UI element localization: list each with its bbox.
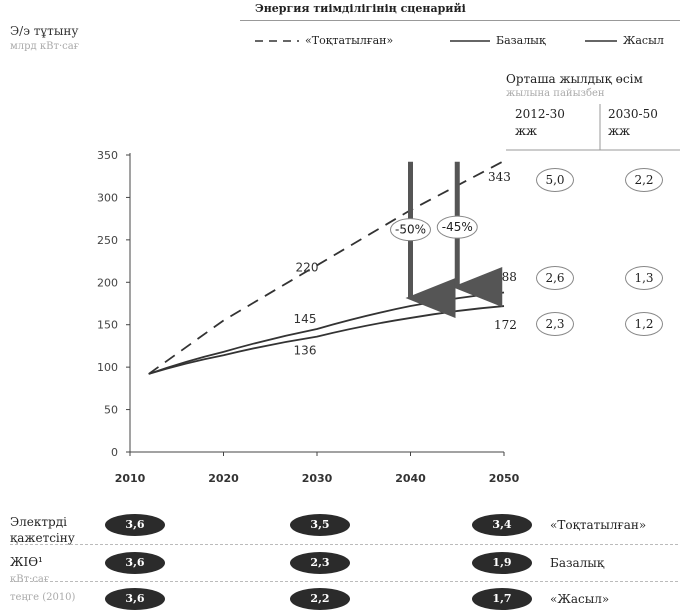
y-axis-unit: млрд кВт·сағ: [10, 41, 79, 52]
end-value-green: 172: [494, 318, 517, 332]
growth-panel-subtitle: жылына пайызбен: [506, 88, 605, 99]
growth-value: 1,2: [625, 312, 663, 336]
series-line-0: [148, 160, 505, 375]
growth-value: 2,6: [536, 266, 574, 290]
row-divider: [10, 544, 678, 545]
row-divider: [10, 581, 678, 582]
y-tick-label: 0: [111, 446, 118, 459]
reduction-label: -45%: [442, 220, 473, 234]
legend-label-base: Базалық: [496, 34, 546, 47]
y-tick-label: 100: [97, 361, 118, 374]
reduction-label-bubble: [436, 215, 478, 239]
series-line-2: [148, 305, 505, 375]
growth-value: 1,3: [625, 266, 663, 290]
point-label: 220: [296, 260, 319, 274]
line-chart: 0 50 100 150 200 250 300 350 2010 2020 2030 2040 205…: [97, 149, 520, 485]
intensity-pill: 3,6: [105, 552, 165, 574]
bottom-label-line: қажетсіну: [10, 531, 75, 545]
intensity-pill: 3,4: [472, 514, 532, 536]
legend-label-green: Жасыл: [623, 34, 664, 47]
growth-value: 5,0: [536, 168, 574, 192]
y-tick-label: 300: [97, 191, 118, 204]
legend-solid-swatch: [450, 39, 490, 42]
intensity-pill: 2,3: [290, 552, 350, 574]
x-tick-label: 2010: [115, 472, 146, 485]
x-tick-label: 2020: [208, 472, 239, 485]
period-header-1: 2012-30 жж: [515, 107, 565, 138]
bottom-label-line: Электрді: [10, 515, 67, 529]
y-axis-label: Э/э тұтыну: [10, 24, 79, 38]
legend-solid-swatch: [585, 39, 617, 42]
legend-dashed-swatch: [255, 39, 299, 42]
reduction-label-bubble: [390, 218, 431, 242]
bottom-label-unit: теңге (2010): [10, 592, 76, 603]
y-tick-label: 200: [97, 276, 118, 289]
y-tick-label: 350: [97, 149, 118, 162]
scenario-label: Базалық: [550, 556, 605, 570]
legend-item-green: Жасыл: [585, 34, 664, 47]
x-tick-label: 2050: [489, 472, 520, 485]
y-tick-label: 250: [97, 234, 118, 247]
intensity-pill: 3,6: [105, 514, 165, 536]
period-header-2: 2030-50 жж: [608, 107, 658, 138]
y-tick-label: 50: [104, 404, 118, 417]
bottom-label-line: ЖІӨ¹: [10, 555, 43, 569]
growth-value: 2,2: [625, 168, 663, 192]
intensity-pill: 3,6: [105, 588, 165, 610]
period-dividers: [506, 104, 680, 151]
y-axis-title: Э/э тұтыну млрд кВт·сағ: [10, 24, 79, 54]
x-tick-label: 2030: [302, 472, 333, 485]
scenario-label: «Жасыл»: [550, 592, 610, 606]
reduction-label: -50%: [395, 223, 426, 237]
series-line-1: [148, 291, 505, 375]
legend-rule: [240, 20, 680, 21]
bottom-label-unit: кВт·сағ: [10, 574, 50, 585]
end-value-stopped: 343: [488, 170, 511, 184]
y-tick-label: 150: [97, 319, 118, 332]
growth-panel-title: Орташа жылдық өсім: [506, 72, 643, 86]
intensity-pill: 2,2: [290, 588, 350, 610]
legend-label-stopped: «Тоқтатылған»: [305, 34, 394, 47]
intensity-pill: 1,9: [472, 552, 532, 574]
point-label: 136: [294, 344, 317, 358]
growth-value: 2,3: [536, 312, 574, 336]
scenario-label: «Тоқтатылған»: [550, 518, 647, 532]
legend-title: Энергия тиімділігінің сценарийі: [255, 2, 466, 15]
legend-item-stopped: «Тоқтатылған»: [255, 34, 393, 47]
intensity-pill: 1,7: [472, 588, 532, 610]
x-tick-label: 2040: [395, 472, 426, 485]
legend-item-base: Базалық: [450, 34, 546, 47]
point-label: 145: [294, 312, 317, 326]
intensity-pill: 3,5: [290, 514, 350, 536]
